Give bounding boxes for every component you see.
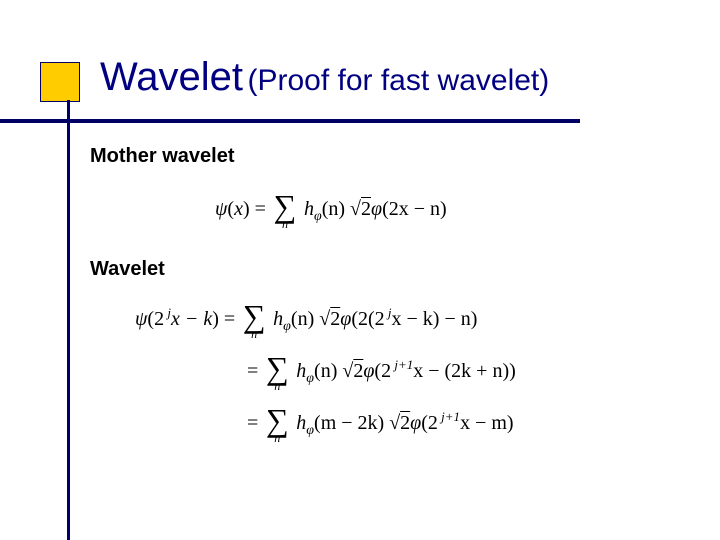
sigma-icon: ∑n xyxy=(271,190,299,231)
sigma-icon: ∑n xyxy=(263,404,291,445)
accent-yellow-box xyxy=(40,62,80,102)
equation-mother-wavelet: ψ(x) = ∑n hφ(n) √2φ(2x − n) xyxy=(215,190,447,231)
equation-wavelet-line2: = ∑n hφ(n) √2φ(2 j+1x − (2k + n)) xyxy=(247,352,516,393)
sigma-icon: ∑n xyxy=(263,352,291,393)
slide: { "colors": { "title": "#000080", "text"… xyxy=(0,0,720,540)
equation-wavelet-line1: ψ(2 jx − k) = ∑n hφ(n) √2φ(2(2 jx − k) −… xyxy=(135,300,477,341)
accent-vertical-bar xyxy=(67,100,70,540)
slide-title: Wavelet (Proof for fast wavelet) xyxy=(100,55,549,100)
accent-horizontal-bar xyxy=(0,119,580,123)
subhead-mother-wavelet: Mother wavelet xyxy=(90,145,234,168)
subhead-wavelet: Wavelet xyxy=(90,258,165,281)
equation-wavelet-line3: = ∑n hφ(m − 2k) √2φ(2 j+1x − m) xyxy=(247,404,514,445)
title-subtitle: (Proof for fast wavelet) xyxy=(247,64,549,97)
title-main: Wavelet xyxy=(100,55,243,99)
sigma-icon: ∑n xyxy=(240,300,268,341)
